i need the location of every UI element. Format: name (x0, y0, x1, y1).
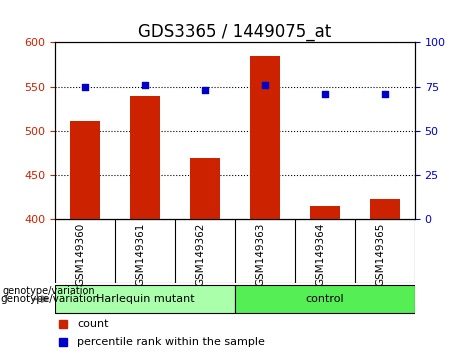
Text: count: count (77, 319, 108, 329)
Point (321, 91, 329, 97)
FancyBboxPatch shape (55, 285, 235, 314)
Text: GSM149361: GSM149361 (135, 223, 145, 286)
Bar (250, 56, 280, 219)
Text: GSM149360: GSM149360 (75, 223, 85, 286)
Title: GDS3365 / 1449075_at: GDS3365 / 1449075_at (138, 23, 332, 41)
Bar (130, 96, 160, 219)
Bar (190, 158, 220, 219)
Point (381, 91, 389, 97)
Text: GSM149365: GSM149365 (375, 223, 385, 286)
Text: genotype/variation: genotype/variation (0, 294, 99, 304)
Text: GSM149362: GSM149362 (195, 223, 205, 286)
Text: GSM149364: GSM149364 (315, 223, 325, 286)
Bar (310, 206, 340, 219)
Text: percentile rank within the sample: percentile rank within the sample (77, 337, 265, 347)
Bar (70, 121, 100, 219)
Point (142, 82, 149, 88)
Text: control: control (306, 294, 344, 304)
Text: GSM149363: GSM149363 (255, 223, 265, 286)
Text: genotype/variation: genotype/variation (3, 286, 95, 296)
Point (201, 87, 209, 93)
Bar (370, 199, 400, 219)
Point (261, 82, 269, 88)
FancyBboxPatch shape (235, 285, 415, 314)
Point (82, 84, 89, 90)
Text: Harlequin mutant: Harlequin mutant (96, 294, 195, 304)
